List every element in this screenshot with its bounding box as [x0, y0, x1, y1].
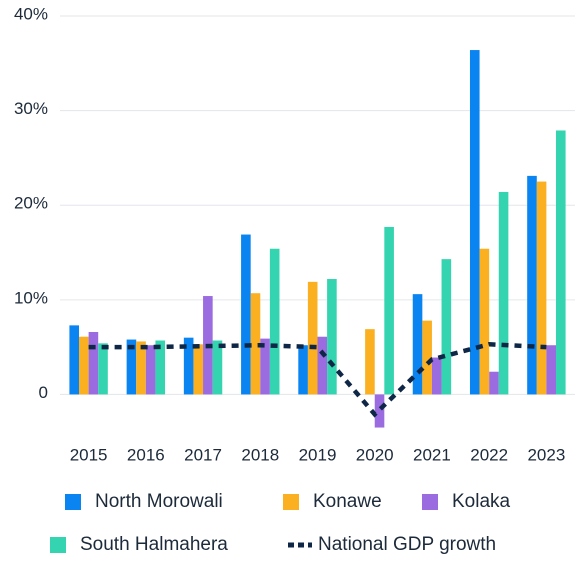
y-tick-label: 40% [14, 4, 48, 23]
x-tick-label: 2023 [527, 445, 565, 464]
bar [384, 226, 394, 395]
bar [498, 191, 509, 395]
legend-label: North Morowali [95, 491, 223, 512]
x-tick-label: 2015 [70, 445, 108, 464]
bar [527, 175, 537, 395]
x-tick-label: 2018 [241, 445, 279, 464]
y-tick-label: 20% [14, 194, 48, 213]
x-tick-label: 2019 [299, 445, 337, 464]
bar [469, 50, 480, 395]
bar [98, 343, 108, 395]
line [88, 342, 547, 418]
bar [536, 181, 547, 395]
bar [365, 329, 375, 395]
bar [269, 248, 280, 395]
bar [88, 331, 99, 395]
bar [317, 336, 328, 395]
x-tick-label: 2017 [184, 445, 222, 464]
bar [374, 394, 385, 428]
bar [145, 345, 156, 395]
bar [489, 371, 499, 395]
legend-marker [65, 494, 81, 510]
legend-marker [283, 494, 299, 510]
bar [422, 320, 432, 395]
bar [126, 339, 137, 395]
bar [79, 336, 89, 395]
legend-label: National GDP growth [318, 534, 496, 555]
bar [431, 357, 442, 395]
legend-label: Konawe [313, 491, 382, 512]
legend-label: South Halmahera [80, 534, 228, 555]
bar [298, 345, 308, 395]
bar [260, 338, 270, 395]
legend-marker [50, 537, 66, 553]
legend-label: Kolaka [452, 491, 511, 512]
bar [555, 130, 566, 395]
y-tick-label: 30% [14, 99, 48, 118]
bar [136, 341, 146, 395]
x-tick-label: 2021 [413, 445, 451, 464]
x-tick-label: 2016 [127, 445, 165, 464]
bar [327, 279, 337, 395]
bar [69, 325, 80, 395]
bar [479, 248, 490, 395]
bar [193, 344, 204, 395]
bar [241, 234, 251, 395]
bar [546, 345, 556, 395]
bar [307, 281, 318, 395]
bar [212, 340, 223, 395]
x-tick-label: 2022 [470, 445, 508, 464]
y-tick-label: 0 [39, 383, 48, 402]
bar [183, 337, 194, 395]
bar [441, 259, 452, 395]
legend-marker [422, 494, 438, 510]
x-tick-label: 2020 [356, 445, 394, 464]
bar [250, 293, 261, 395]
y-tick-label: 10% [14, 288, 48, 307]
bar [412, 294, 423, 395]
bar [155, 340, 166, 395]
